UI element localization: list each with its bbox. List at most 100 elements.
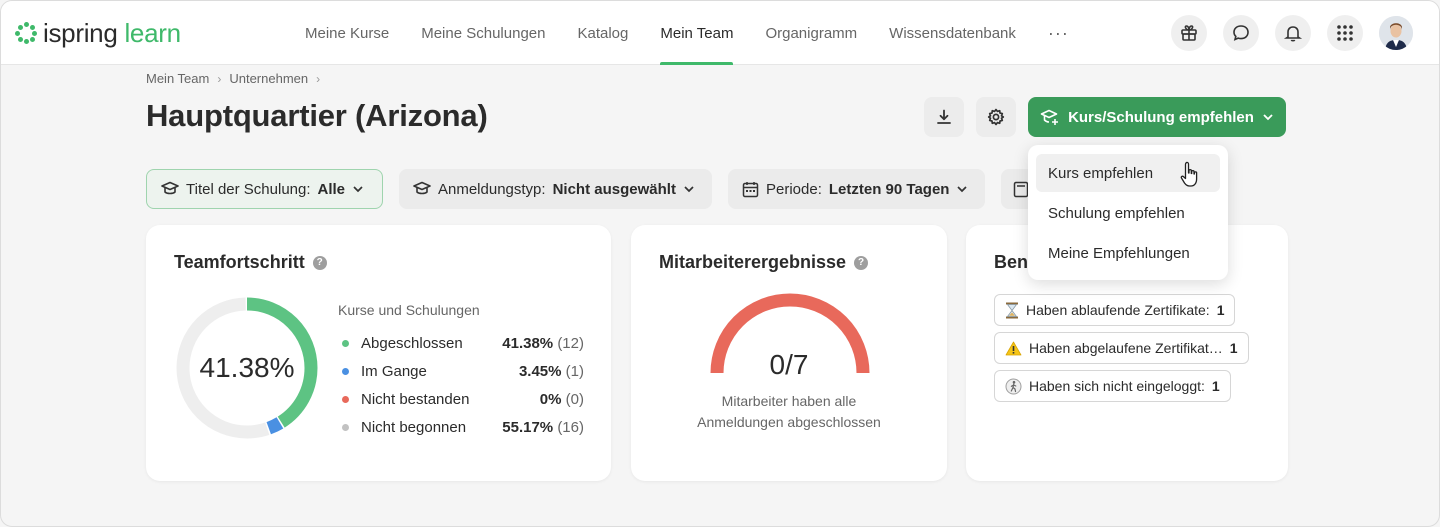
- download-icon: [937, 109, 951, 124]
- apps-grid-icon: [1337, 25, 1353, 41]
- status-dot: [342, 395, 349, 403]
- filter-label: Periode:: [766, 180, 822, 198]
- chip-count: 1: [1216, 302, 1225, 318]
- top-navigation-bar: ispring learn Meine Kurse Meine Schulung…: [1, 1, 1439, 65]
- chevron-right-icon: ›: [316, 71, 321, 86]
- warning-icon: [1005, 341, 1022, 355]
- chevron-down-icon: [957, 186, 968, 193]
- team-progress-title: Teamfortschritt ?: [174, 252, 327, 273]
- bell-icon: [1283, 26, 1303, 42]
- team-progress-card: Teamfortschritt ? 41.38% Kurse und Schul…: [146, 225, 611, 481]
- gauge-arc: [710, 293, 870, 374]
- logo-text: ispring learn: [43, 17, 181, 48]
- help-icon[interactable]: ?: [854, 255, 869, 270]
- legend-label: Abgeschlossen: [361, 334, 463, 352]
- notifications-card: Benu Haben ablaufende Zertifikate: 1 Hab…: [966, 225, 1288, 481]
- recommend-button-label: Kurs/Schulung empfehlen: [1068, 108, 1254, 126]
- apps-button[interactable]: [1327, 15, 1363, 51]
- breadcrumb-mein-team[interactable]: Mein Team: [146, 71, 210, 86]
- user-avatar[interactable]: [1379, 16, 1413, 50]
- legend-value: 41.38% (12): [502, 334, 584, 352]
- gear-icon: [987, 108, 1005, 126]
- hourglass-icon: [1006, 302, 1018, 318]
- chevron-down-icon: [1263, 114, 1273, 121]
- caption-line: Anmeldungen abgeschlossen: [697, 414, 881, 430]
- legend-label: Im Gange: [361, 362, 427, 380]
- team-progress-donut: 41.38%: [174, 295, 320, 441]
- donut-segment-3: [176, 297, 318, 439]
- legend-row-nicht-begonnen: Nicht begonnen 55.17% (16): [338, 413, 584, 441]
- menu-item-meine-empfehlungen[interactable]: Meine Empfehlungen: [1048, 244, 1190, 262]
- menu-item-schulung-empfehlen[interactable]: Schulung empfehlen: [1048, 204, 1185, 222]
- logo-mark-icon: [15, 22, 37, 44]
- legend-value: 0% (0): [539, 390, 584, 408]
- notifications-button[interactable]: [1275, 15, 1311, 51]
- nav-wissensdatenbank[interactable]: Wissensdatenbank: [889, 24, 1016, 42]
- page-title: Hauptquartier (Arizona): [146, 98, 488, 133]
- chevron-down-icon: [353, 186, 363, 193]
- graduation-cap-icon: [413, 181, 431, 195]
- calendar-icon: [742, 181, 759, 197]
- employee-results-card: Mitarbeiterergebnisse ? 0/7 Mitarbeiter …: [631, 225, 947, 481]
- breadcrumb: Mein Team › Unternehmen ›: [146, 71, 320, 86]
- chip-count: 1: [1229, 340, 1238, 356]
- nav-meine-schulungen[interactable]: Meine Schulungen: [421, 24, 546, 42]
- team-progress-legend: Kurse und Schulungen Abgeschlossen 41.38…: [338, 302, 584, 441]
- help-icon[interactable]: ?: [312, 255, 327, 270]
- status-dot: [342, 339, 349, 347]
- chat-button[interactable]: [1223, 15, 1259, 51]
- legend-value: 3.45% (1): [518, 362, 584, 380]
- gauge-value: 0/7: [769, 349, 809, 380]
- filter-registration-type[interactable]: Anmeldungstyp: Nicht ausgewählt: [399, 169, 712, 209]
- calculator-icon: [1013, 181, 1029, 197]
- chip-expired-certificates[interactable]: Haben abgelaufene Zertifikat… 1: [994, 332, 1249, 364]
- hand-cursor-icon: [1180, 161, 1198, 187]
- filter-period[interactable]: Periode: Letzten 90 Tagen: [728, 169, 985, 209]
- breadcrumb-unternehmen[interactable]: Unternehmen: [229, 71, 309, 86]
- nav-organigramm[interactable]: Organigramm: [765, 24, 858, 42]
- legend-row-abgeschlossen: Abgeschlossen 41.38% (12): [338, 329, 584, 357]
- donut-center-value: 41.38%: [199, 352, 295, 383]
- chevron-right-icon: ›: [217, 71, 222, 86]
- legend-value: 55.17% (16): [502, 418, 584, 436]
- card-title-text: Mitarbeiterergebnisse: [659, 252, 847, 272]
- walking-person-icon: [1005, 378, 1022, 394]
- nav-meine-kurse[interactable]: Meine Kurse: [305, 24, 390, 42]
- filter-label: Anmeldungstyp:: [438, 180, 546, 198]
- chevron-down-icon: [684, 186, 694, 193]
- employee-results-title: Mitarbeiterergebnisse ?: [659, 252, 869, 273]
- legend-heading: Kurse und Schulungen: [338, 302, 480, 318]
- chip-count: 1: [1211, 378, 1220, 394]
- filter-label: Titel der Schulung:: [186, 180, 311, 198]
- filter-value: Letzten 90 Tagen: [828, 180, 950, 198]
- nav-more-menu[interactable]: ···: [1047, 22, 1069, 43]
- filter-value: Nicht ausgewählt: [552, 180, 676, 198]
- legend-row-im-gange: Im Gange 3.45% (1): [338, 357, 584, 385]
- ispring-learn-logo[interactable]: ispring learn: [15, 18, 181, 48]
- donut-chart: [176, 297, 318, 439]
- recommend-dropdown-menu: Kurs empfehlen Schulung empfehlen Meine …: [1028, 145, 1228, 280]
- settings-button[interactable]: [976, 97, 1016, 137]
- chip-label: Haben sich nicht eingeloggt:: [1029, 378, 1205, 394]
- gift-button[interactable]: [1171, 15, 1207, 51]
- filter-training-title[interactable]: Titel der Schulung: Alle: [146, 169, 383, 209]
- recommend-course-button[interactable]: Kurs/Schulung empfehlen: [1028, 97, 1286, 137]
- status-dot: [342, 367, 349, 375]
- notifications-title: Benu: [994, 252, 1039, 272]
- download-button[interactable]: [924, 97, 964, 137]
- caption-line: Mitarbeiter haben alle: [721, 393, 857, 409]
- filter-value: Alle: [317, 180, 346, 198]
- gift-icon: [1181, 25, 1197, 41]
- graduation-cap-plus-icon: [1040, 109, 1059, 125]
- nav-mein-team[interactable]: Mein Team: [644, 1, 749, 65]
- legend-label: Nicht bestanden: [361, 390, 470, 408]
- status-dot: [342, 423, 349, 431]
- nav-katalog[interactable]: Katalog: [577, 24, 629, 42]
- chip-not-logged-in[interactable]: Haben sich nicht eingeloggt: 1: [994, 370, 1231, 402]
- chip-label: Haben ablaufende Zertifikate:: [1026, 302, 1210, 318]
- gauge-caption: Mitarbeiter haben alle Anmeldungen abges…: [631, 391, 947, 433]
- legend-label: Nicht begonnen: [361, 418, 467, 436]
- chip-expiring-certificates[interactable]: Haben ablaufende Zertifikate: 1: [994, 294, 1236, 326]
- donut-segment-0: [176, 297, 318, 439]
